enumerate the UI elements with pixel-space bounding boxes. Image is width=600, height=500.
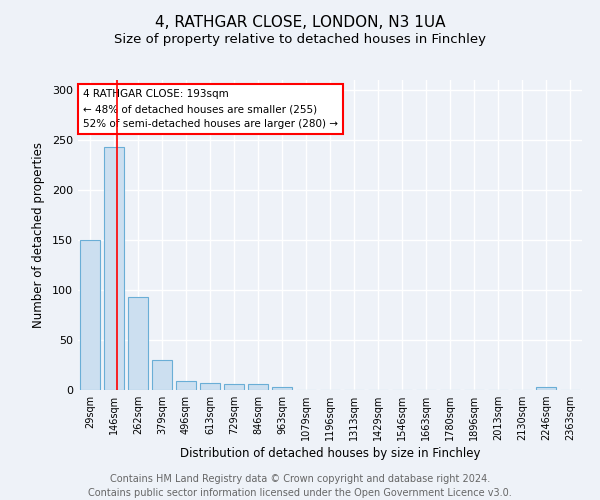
Text: Contains HM Land Registry data © Crown copyright and database right 2024.
Contai: Contains HM Land Registry data © Crown c… [88,474,512,498]
Bar [272,387,292,390]
Text: Size of property relative to detached houses in Finchley: Size of property relative to detached ho… [114,32,486,46]
Bar [200,383,220,390]
Bar [80,240,100,390]
Text: 4, RATHGAR CLOSE, LONDON, N3 1UA: 4, RATHGAR CLOSE, LONDON, N3 1UA [155,15,445,30]
Bar [104,147,124,390]
Bar [128,297,148,390]
Bar [152,360,172,390]
Text: 4 RATHGAR CLOSE: 193sqm
← 48% of detached houses are smaller (255)
52% of semi-d: 4 RATHGAR CLOSE: 193sqm ← 48% of detache… [83,90,338,129]
Y-axis label: Number of detached properties: Number of detached properties [32,142,45,328]
Bar [536,387,556,390]
Bar [248,384,268,390]
Bar [176,381,196,390]
Bar [224,384,244,390]
X-axis label: Distribution of detached houses by size in Finchley: Distribution of detached houses by size … [180,448,480,460]
